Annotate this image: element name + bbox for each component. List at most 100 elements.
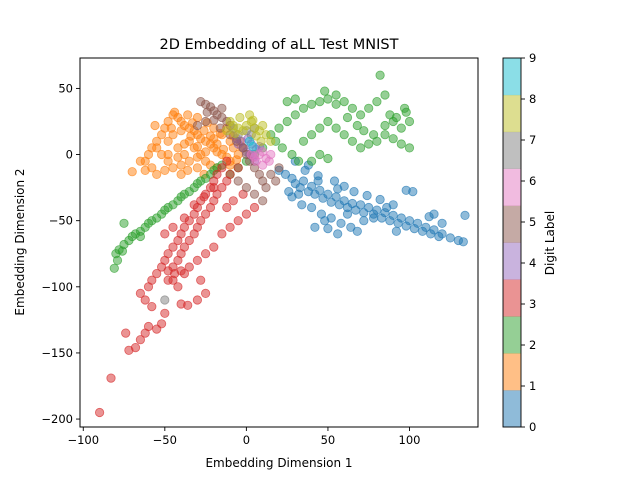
scatter-point-digit-2 [290,110,300,120]
colorbar-tick-label: 1 [529,379,536,393]
y-axis-label: Embedding Dimension 2 [13,168,27,315]
scatter-point-digit-2 [282,116,292,127]
scatter-point-digit-5 [266,169,276,179]
scatter-point-digit-3 [152,268,162,279]
colorbar-segment-7 [503,131,521,169]
scatter-point-digit-3 [160,308,170,318]
scatter-point-digit-8 [256,136,266,146]
scatter-point-digit-5 [192,120,202,131]
scatter-point-digit-2 [380,90,390,100]
scatter-point-digit-0 [382,202,392,213]
scatter-point-digit-0 [315,185,325,195]
colorbar-segment-6 [503,168,521,206]
scatter-point-digit-3 [168,275,178,285]
scatter-point-digit-3 [179,222,189,232]
scatter-point-digit-2 [293,156,304,166]
scatter-point-digit-1 [157,130,167,140]
scatter-point-digit-2 [339,130,349,140]
colorbar-segment-1 [503,353,521,391]
scatter-point-digit-8 [258,120,268,131]
scatter-point-digit-3 [135,288,145,298]
scatter-point-digit-1 [152,169,162,179]
scatter-point-digit-1 [173,152,183,162]
scatter-point-digit-2 [315,97,325,107]
scatter-point-digit-2 [287,149,297,160]
scatter-point-digit-3 [183,300,193,310]
scatter-point-digit-3 [249,202,260,213]
scatter-point-digit-1 [168,163,178,173]
scatter-points [95,70,470,418]
scatter-point-digit-2 [323,116,333,127]
scatter-point-digit-2 [135,231,145,242]
scatter-point-digit-8 [222,126,232,136]
scatter-point-digit-2 [331,90,341,100]
scatter-point-digit-1 [140,165,150,175]
y-axis-ticks: −200 −150 −100 −50 0 50 [41,81,80,426]
scatter-point-digit-3 [184,235,194,246]
colorbar-tick-label: 0 [529,420,536,434]
colorbar-tick-label: 3 [529,297,536,311]
colorbar-tick-label: 7 [529,133,536,147]
scatter-point-digit-0 [293,189,304,199]
scatter-point-digit-2 [380,130,390,140]
scatter-point-digit-1 [184,156,194,166]
x-tick-label: 50 [321,433,336,447]
scatter-point-digit-1 [127,167,137,177]
scatter-point-digit-0 [408,187,418,197]
scatter-point-digit-0 [445,233,455,243]
scatter-point-digit-3 [179,213,189,223]
scatter-point-digit-0 [320,216,330,226]
scatter-point-digit-2 [274,123,284,133]
scatter-point-digit-1 [212,139,222,149]
scatter-point-digit-1 [166,123,176,133]
scatter-point-digit-9 [248,142,258,152]
scatter-point-digit-3 [201,288,211,298]
scatter-point-digit-5 [241,183,251,193]
colorbar-tick-label: 5 [529,215,536,229]
scatter-point-digit-2 [355,110,366,120]
x-tick-label: 100 [399,433,421,447]
scatter-point-digit-1 [176,160,186,170]
colorbar: 0 1 2 3 4 5 6 7 8 9 [502,51,536,434]
scatter-point-digit-2 [306,99,317,109]
scatter-point-digit-3 [168,242,178,252]
scatter-point-digit-2 [391,112,401,123]
scatter-point-digit-3 [201,209,211,219]
scatter-point-digit-0 [412,218,423,228]
scatter-point-digit-5 [271,176,281,186]
scatter-point-digit-5 [261,183,271,193]
scatter-point-digit-2 [331,99,341,109]
scatter-point-digit-1 [163,149,173,160]
scatter-point-digit-1 [232,155,242,165]
scatter-point-digit-5 [258,196,268,206]
scatter-point-digit-1 [179,139,189,149]
scatter-point-digit-0 [323,224,333,234]
scatter-point-digit-6 [251,156,261,166]
scatter-point-digit-3 [196,216,206,226]
scatter-point-digit-1 [192,163,202,173]
scatter-point-digit-2 [375,70,385,80]
scatter-point-digit-8 [235,112,245,123]
scatter-point-digit-3 [199,192,209,202]
scatter-point-digit-0 [372,205,382,215]
colorbar-tick-label: 4 [529,256,536,270]
scatter-point-digit-0 [396,213,406,223]
scatter-point-digit-1 [192,142,202,152]
scatter-point-digit-2 [404,116,415,127]
scatter-point-digit-0 [437,218,447,228]
scatter-point-digit-1 [152,143,162,153]
scatter-point-digit-2 [380,120,390,131]
scatter-point-digit-3 [106,373,116,383]
scatter-point-digit-0 [333,229,343,239]
scatter-point-digit-3 [196,275,206,285]
colorbar-segment-9 [503,58,521,96]
scatter-point-digit-5 [274,163,284,173]
scatter-point-digit-3 [241,209,251,219]
scatter-point-digit-3 [212,169,222,179]
scatter-point-digit-1 [163,136,173,146]
scatter-point-digit-2 [282,97,292,107]
scatter-point-digit-3 [163,249,173,259]
colorbar-tick-label: 9 [529,51,536,65]
scatter-point-digit-2 [290,94,300,104]
scatter-point-digit-0 [352,226,362,236]
